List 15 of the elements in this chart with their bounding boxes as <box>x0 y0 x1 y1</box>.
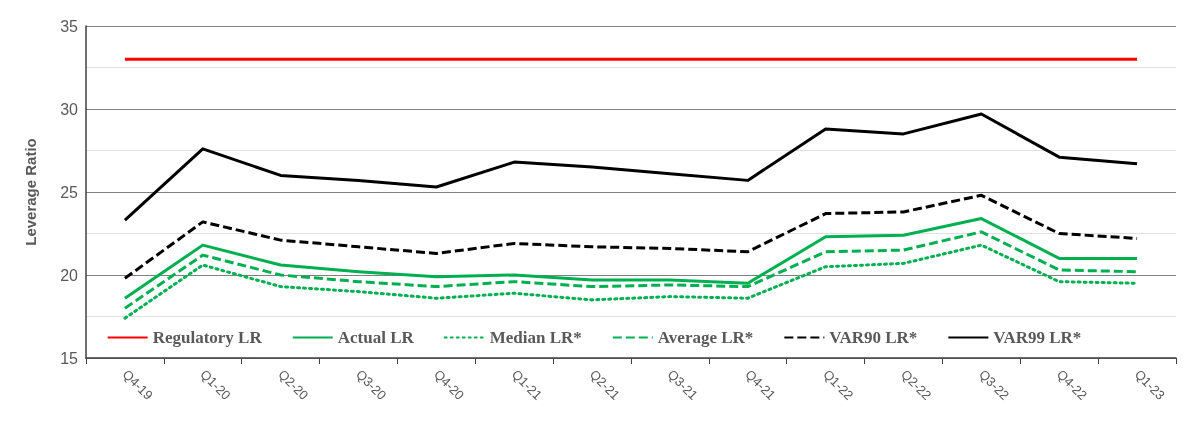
legend-label: VAR99 LR* <box>993 328 1082 347</box>
y-tick-label: 20 <box>60 266 79 284</box>
line-series <box>123 193 1139 280</box>
legend-label: Median LR* <box>489 328 582 347</box>
y-tick-label: 15 <box>60 349 79 367</box>
line-series <box>123 243 1139 320</box>
legend-label: Regulatory LR <box>152 328 263 347</box>
legend-label: Average LR* <box>657 328 754 347</box>
y-tick-label: 35 <box>60 17 79 35</box>
y-tick-label: 25 <box>60 183 79 201</box>
y-axis-title: Leverage Ratio <box>22 138 39 246</box>
legend-label: VAR90 LR* <box>829 328 918 347</box>
line-series <box>123 112 1139 222</box>
y-tick-label: 30 <box>60 100 79 118</box>
legend-label: Actual LR <box>337 328 415 347</box>
